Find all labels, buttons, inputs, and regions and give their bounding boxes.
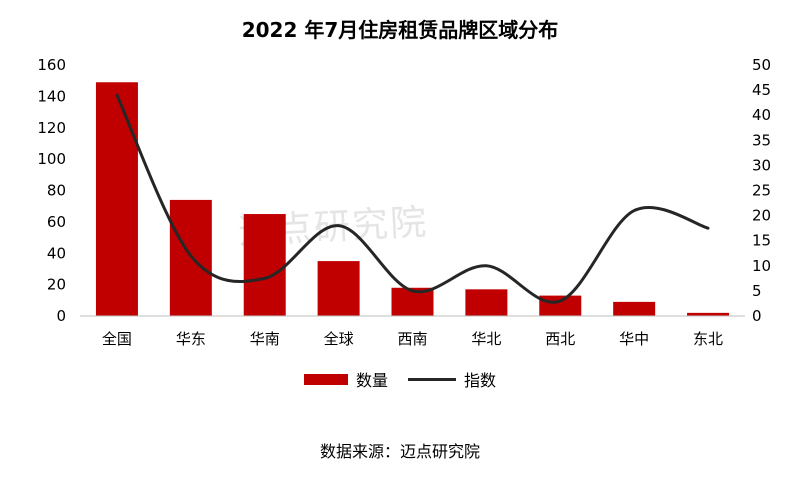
line-series bbox=[115, 93, 710, 304]
right-y-tick-label: 40 bbox=[752, 106, 771, 124]
bar-西南 bbox=[391, 287, 434, 316]
left-y-tick-label: 20 bbox=[47, 276, 66, 294]
x-tick-label: 全球 bbox=[324, 330, 354, 348]
right-y-tick-label: 10 bbox=[752, 257, 771, 275]
legend-label-bars: 数量 bbox=[355, 371, 388, 390]
bar-series bbox=[95, 82, 730, 316]
bar-华中 bbox=[613, 301, 656, 316]
left-y-tick-label: 0 bbox=[56, 307, 66, 325]
left-y-tick-label: 140 bbox=[37, 87, 66, 105]
x-axis: 全国 华东 华南 全球 西南 华北 西北 华中 东北 bbox=[102, 330, 723, 348]
right-y-tick-label: 5 bbox=[752, 282, 762, 300]
bar-东北 bbox=[687, 312, 730, 316]
right-y-tick-label: 50 bbox=[752, 56, 771, 74]
right-y-axis: 0 5 10 15 20 25 30 35 40 45 50 bbox=[752, 56, 771, 325]
x-tick-label: 全国 bbox=[102, 330, 132, 348]
left-y-tick-label: 80 bbox=[47, 182, 66, 200]
x-tick-label: 西北 bbox=[545, 330, 575, 348]
left-y-tick-label: 100 bbox=[37, 150, 66, 168]
left-y-tick-label: 120 bbox=[37, 119, 66, 137]
bar-西北 bbox=[539, 295, 582, 316]
chart-title: 2022 年7月住房租赁品牌区域分布 bbox=[241, 18, 559, 42]
right-y-tick-label: 30 bbox=[752, 156, 771, 174]
bar-全国 bbox=[95, 82, 138, 316]
left-y-axis: 0 20 40 60 80 100 120 140 160 bbox=[37, 56, 66, 325]
bar-全球 bbox=[317, 261, 360, 316]
x-tick-label: 西南 bbox=[397, 330, 427, 348]
right-y-tick-label: 45 bbox=[752, 81, 771, 99]
right-y-tick-label: 20 bbox=[752, 207, 771, 225]
legend-label-line: 指数 bbox=[464, 371, 497, 390]
x-tick-label: 东北 bbox=[693, 330, 723, 348]
legend-item-line: 指数 bbox=[408, 367, 496, 391]
legend-swatch-bars bbox=[303, 373, 348, 385]
right-y-tick-label: 25 bbox=[752, 182, 771, 200]
right-y-tick-label: 15 bbox=[752, 232, 771, 250]
legend: 数量 指数 bbox=[0, 367, 800, 391]
right-y-tick-label: 0 bbox=[752, 307, 762, 325]
x-tick-label: 华中 bbox=[619, 330, 649, 348]
source-note: 数据来源：迈点研究院 bbox=[319, 442, 480, 461]
chart-plot: 0 20 40 60 80 100 120 140 160 0 5 10 15 20 25 30 35 40 45… bbox=[37, 56, 771, 348]
right-y-tick-label: 35 bbox=[752, 131, 771, 149]
bar-华南 bbox=[243, 214, 286, 316]
legend-swatch-line bbox=[408, 377, 456, 381]
left-y-tick-label: 160 bbox=[37, 56, 66, 74]
index-line bbox=[115, 93, 710, 304]
x-tick-label: 华南 bbox=[250, 330, 280, 348]
left-y-tick-label: 60 bbox=[47, 213, 66, 231]
legend-item-bars: 数量 bbox=[303, 367, 388, 391]
x-tick-label: 华北 bbox=[471, 330, 501, 348]
left-y-tick-label: 40 bbox=[47, 244, 66, 262]
bar-华北 bbox=[465, 289, 508, 316]
x-tick-label: 华东 bbox=[176, 330, 206, 348]
